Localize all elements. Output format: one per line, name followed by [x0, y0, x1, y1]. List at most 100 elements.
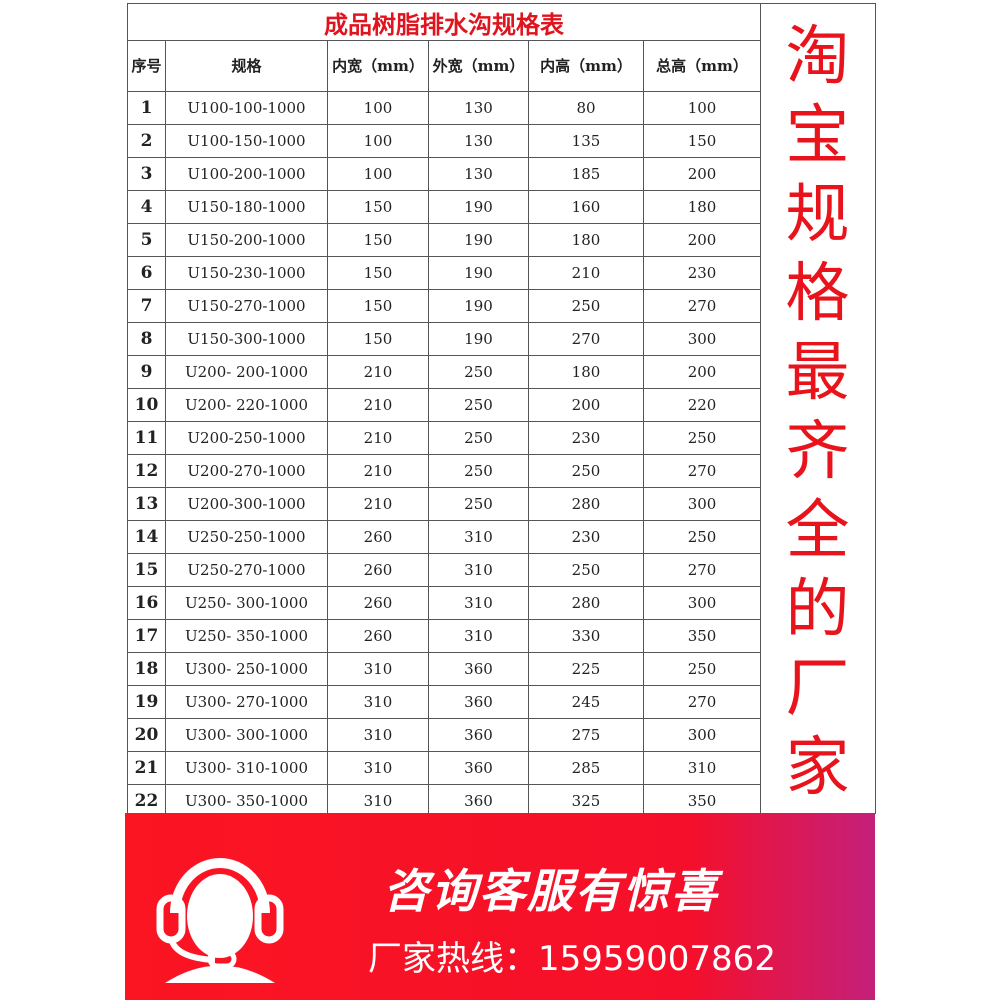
table-row: 22 U300- 350-1000 310 360 325 350	[127, 784, 762, 818]
table-cell: 135	[528, 124, 644, 158]
table-cell: 310	[327, 685, 429, 719]
contact-banner: 咨询客服有惊喜 厂家热线：15959007862	[125, 813, 875, 1000]
side-slogan-char: 淘	[785, 20, 850, 94]
table-cell: U300- 250-1000	[165, 652, 328, 686]
table-cell: 360	[428, 685, 529, 719]
table-cell: 150	[327, 289, 429, 323]
table-cell: U150-230-1000	[165, 256, 328, 290]
side-slogan-char: 宝	[785, 99, 850, 173]
table-cell: 250	[642, 520, 762, 554]
table-cell: 245	[528, 685, 644, 719]
table-cell: 260	[327, 553, 429, 587]
table-cell: 200	[642, 157, 762, 191]
table-cell: U200-300-1000	[165, 487, 328, 521]
headset-customer-service-icon	[156, 858, 284, 983]
table-cell: 250	[428, 388, 529, 422]
table-cell: U300- 270-1000	[165, 685, 328, 719]
table-cell: 310	[327, 751, 429, 785]
table-cell: 19	[127, 685, 166, 719]
table-cell: 100	[642, 91, 762, 125]
table-cell: 15	[127, 553, 166, 587]
table-row: 21 U300- 310-1000 310 360 285 310	[127, 751, 762, 785]
table-cell: 10	[127, 388, 166, 422]
table-row: 20 U300- 300-1000 310 360 275 300	[127, 718, 762, 752]
table-row: 19 U300- 270-1000 310 360 245 270	[127, 685, 762, 719]
table-cell: 300	[642, 322, 762, 356]
table-cell: 130	[428, 157, 529, 191]
table-row: 9 U200- 200-1000 210 250 180 200	[127, 355, 762, 389]
table-cell: U250-270-1000	[165, 553, 328, 587]
table-cell: 150	[327, 256, 429, 290]
table-cell: 1	[127, 91, 166, 125]
table-cell: 225	[528, 652, 644, 686]
side-slogan: 淘宝规格最齐全的厂家	[760, 4, 875, 808]
table-cell: 150	[327, 190, 429, 224]
table-cell: 280	[528, 586, 644, 620]
table-cell: 200	[642, 223, 762, 257]
table-row: 15 U250-270-1000 260 310 250 270	[127, 553, 762, 587]
table-cell: 260	[327, 586, 429, 620]
table-cell: 21	[127, 751, 166, 785]
table-cell: U250-250-1000	[165, 520, 328, 554]
table-cell: 18	[127, 652, 166, 686]
table-cell: 200	[642, 355, 762, 389]
table-cell: 360	[428, 751, 529, 785]
column-header: 规格	[165, 40, 328, 92]
hotline-phone[interactable]: 厂家热线：15959007862	[368, 939, 776, 979]
table-cell: U150-300-1000	[165, 322, 328, 356]
table-cell: U250- 350-1000	[165, 619, 328, 653]
table-cell: 275	[528, 718, 644, 752]
table-cell: 210	[327, 388, 429, 422]
table-cell: 185	[528, 157, 644, 191]
table-cell: 160	[528, 190, 644, 224]
table-cell: 260	[327, 520, 429, 554]
table-row: 13 U200-300-1000 210 250 280 300	[127, 487, 762, 521]
table-cell: 250	[642, 652, 762, 686]
table-cell: 360	[428, 652, 529, 686]
table-cell: 270	[642, 454, 762, 488]
table-cell: 270	[642, 685, 762, 719]
table-row: 1 U100-100-1000 100 130 80 100	[127, 91, 762, 125]
banner-slogan: 咨询客服有惊喜	[383, 864, 719, 918]
table-row: 14 U250-250-1000 260 310 230 250	[127, 520, 762, 554]
table-cell: U150-180-1000	[165, 190, 328, 224]
table-cell: 2	[127, 124, 166, 158]
table-cell: 250	[528, 454, 644, 488]
table-cell: 11	[127, 421, 166, 455]
table-cell: 100	[327, 91, 429, 125]
table-cell: 310	[327, 652, 429, 686]
table-cell: 310	[428, 520, 529, 554]
table-cell: U200-250-1000	[165, 421, 328, 455]
table-cell: 250	[528, 289, 644, 323]
table-cell: U100-100-1000	[165, 91, 328, 125]
table-cell: U100-150-1000	[165, 124, 328, 158]
table-cell: 190	[428, 322, 529, 356]
side-slogan-panel: 淘宝规格最齐全的厂家	[760, 3, 876, 814]
table-cell: 230	[528, 520, 644, 554]
spec-table: 成品树脂排水沟规格表 序号 规格 内宽（mm） 外宽（mm） 内高（mm） 总高（mm） …	[126, 3, 762, 818]
table-cell: 210	[327, 487, 429, 521]
column-header: 总高（mm）	[642, 40, 762, 92]
column-header: 内宽（mm）	[327, 40, 429, 92]
table-cell: 210	[528, 256, 644, 290]
column-header: 序号	[127, 40, 166, 92]
table-cell: U100-200-1000	[165, 157, 328, 191]
column-header: 内高（mm）	[528, 40, 644, 92]
side-slogan-char: 的	[785, 573, 850, 647]
table-cell: 150	[327, 223, 429, 257]
table-cell: 260	[327, 619, 429, 653]
table-cell: 230	[528, 421, 644, 455]
table-row: 16 U250- 300-1000 260 310 280 300	[127, 586, 762, 620]
table-row: 8 U150-300-1000 150 190 270 300	[127, 322, 762, 356]
table-cell: 270	[642, 553, 762, 587]
table-cell: 210	[327, 454, 429, 488]
column-header: 外宽（mm）	[428, 40, 529, 92]
table-row: 6 U150-230-1000 150 190 210 230	[127, 256, 762, 290]
table-cell: 220	[642, 388, 762, 422]
table-cell: 330	[528, 619, 644, 653]
table-cell: U250- 300-1000	[165, 586, 328, 620]
table-cell: 310	[327, 718, 429, 752]
table-cell: U150-200-1000	[165, 223, 328, 257]
table-cell: 250	[428, 487, 529, 521]
table-cell: 190	[428, 256, 529, 290]
